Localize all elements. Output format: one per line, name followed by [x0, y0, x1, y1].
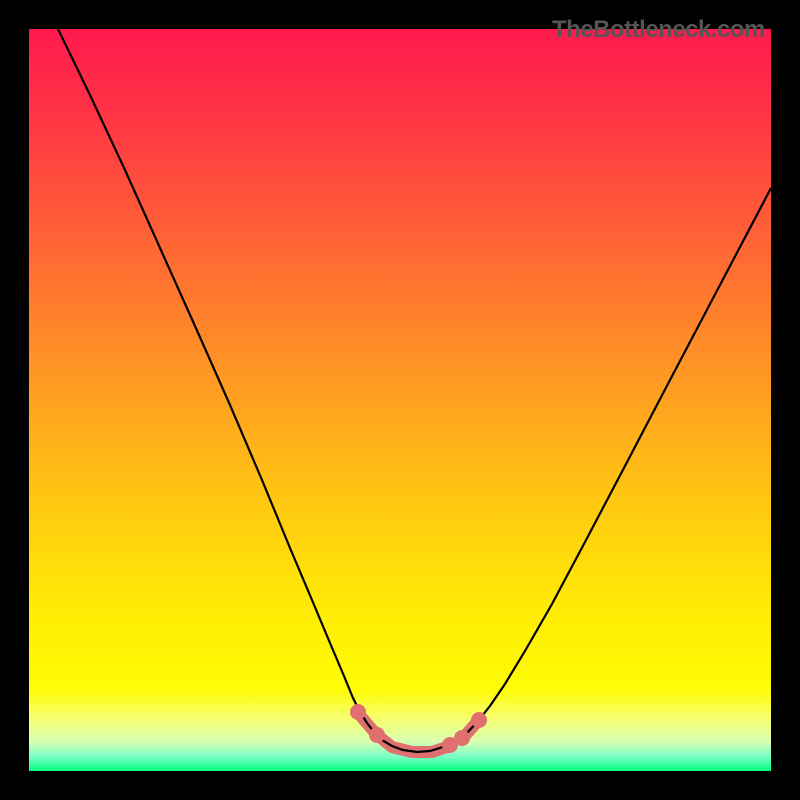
watermark-text: TheBottleneck.com [552, 16, 765, 44]
gradient-plot-area [29, 29, 771, 771]
chart-frame: TheBottleneck.com [0, 0, 800, 800]
